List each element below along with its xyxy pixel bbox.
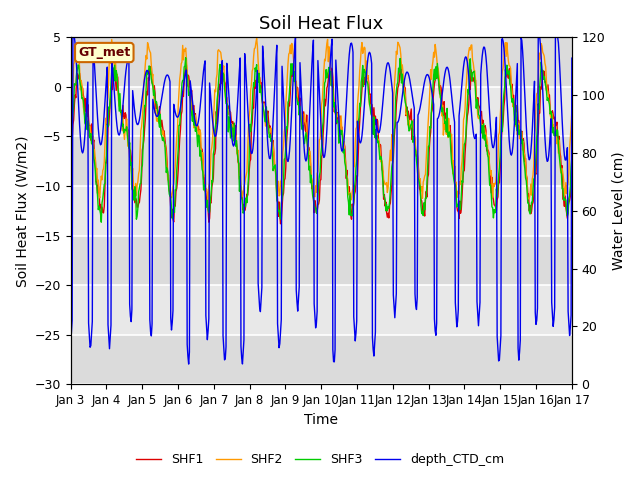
SHF2 <box>67 109 74 115</box>
SHF2 <box>253 36 260 41</box>
depth_CTD_cm <box>568 55 576 61</box>
Legend: SHF1, SHF2, SHF3, depth_CTD_cm: SHF1, SHF2, SHF3, depth_CTD_cm <box>131 448 509 471</box>
SHF2 <box>490 183 498 189</box>
SHF1 <box>397 59 404 65</box>
Bar <box>70 136 572 186</box>
depth_CTD_cm <box>67 342 74 348</box>
SHF2 <box>81 114 89 120</box>
SHF3 <box>149 83 157 88</box>
SHF2 <box>231 137 239 143</box>
Bar <box>70 335 572 384</box>
SHF1 <box>148 79 156 85</box>
SHF3 <box>490 207 498 213</box>
SHF2 <box>204 200 212 206</box>
SHF3 <box>522 178 530 184</box>
SHF1 <box>230 121 238 127</box>
Line: SHF3: SHF3 <box>70 58 572 222</box>
depth_CTD_cm <box>149 96 157 102</box>
Bar <box>70 37 572 87</box>
Title: Soil Heat Flux: Soil Heat Flux <box>259 15 383 33</box>
SHF3 <box>97 219 105 225</box>
SHF2 <box>522 171 530 177</box>
SHF1 <box>67 152 74 158</box>
SHF2 <box>200 174 208 180</box>
depth_CTD_cm <box>82 121 90 127</box>
Line: depth_CTD_cm: depth_CTD_cm <box>70 37 572 364</box>
Line: SHF2: SHF2 <box>70 38 572 203</box>
SHF1 <box>522 172 530 178</box>
Y-axis label: Water Level (cm): Water Level (cm) <box>611 152 625 270</box>
SHF3 <box>182 55 189 60</box>
depth_CTD_cm <box>232 129 239 135</box>
SHF3 <box>81 120 89 126</box>
depth_CTD_cm <box>69 35 77 40</box>
X-axis label: Time: Time <box>304 413 339 427</box>
Y-axis label: Soil Heat Flux (W/m2): Soil Heat Flux (W/m2) <box>15 135 29 287</box>
SHF1 <box>200 173 208 179</box>
depth_CTD_cm <box>202 312 210 318</box>
SHF1 <box>568 161 576 167</box>
SHF2 <box>568 108 576 113</box>
depth_CTD_cm <box>490 142 498 147</box>
SHF1 <box>276 221 284 227</box>
SHF1 <box>490 202 498 208</box>
depth_CTD_cm <box>185 361 193 367</box>
SHF1 <box>81 111 89 117</box>
SHF3 <box>67 143 74 148</box>
SHF3 <box>202 204 210 210</box>
Text: GT_met: GT_met <box>78 46 131 59</box>
Line: SHF1: SHF1 <box>70 62 572 224</box>
depth_CTD_cm <box>522 123 530 129</box>
SHF3 <box>232 144 239 149</box>
Bar <box>70 236 572 285</box>
SHF2 <box>148 75 156 81</box>
SHF3 <box>568 155 576 160</box>
